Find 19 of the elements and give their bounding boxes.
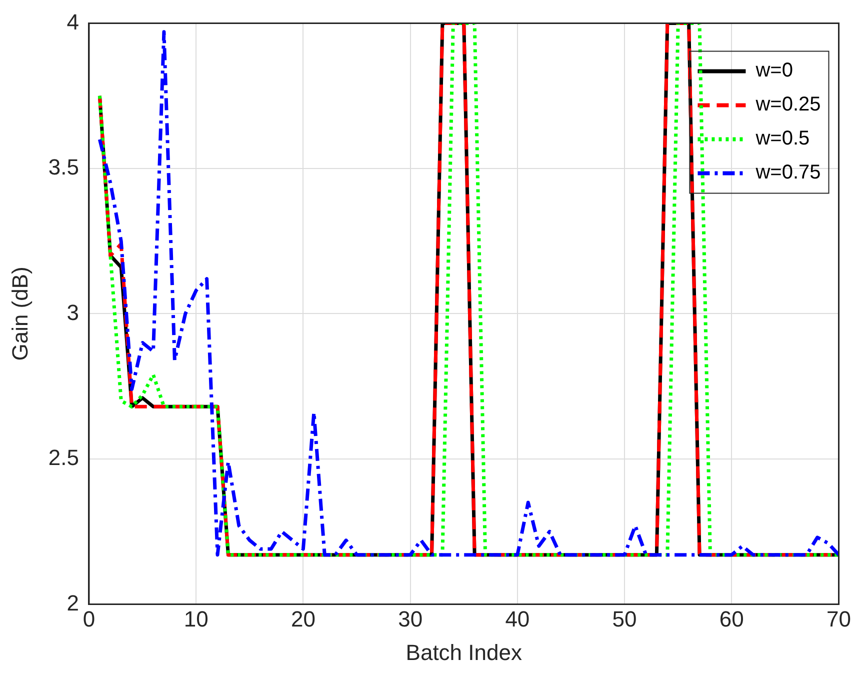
y-tick-label: 2 (66, 590, 79, 616)
x-tick-label: 70 (826, 606, 852, 632)
x-tick-label: 20 (290, 606, 316, 632)
legend-label: w=0.5 (754, 128, 810, 150)
legend-label: w=0.25 (754, 94, 821, 116)
x-tick-label: 10 (184, 606, 208, 632)
legend-label: w=0.75 (754, 162, 821, 184)
x-axis-title: Batch Index (406, 640, 522, 665)
x-tick-label: 0 (82, 606, 96, 632)
y-tick-label: 2.5 (48, 445, 79, 470)
y-axis-title: Gain (dB) (7, 266, 32, 361)
x-tick-label: 60 (719, 606, 744, 632)
y-tick-label: 3.5 (48, 154, 79, 180)
y-tick-label: 3 (66, 300, 79, 325)
x-tick-label: 40 (505, 606, 530, 632)
legend-label: w=0 (754, 60, 793, 82)
y-tick-label: 4 (66, 9, 79, 34)
x-tick-label: 30 (398, 606, 423, 632)
x-tick-label: 50 (612, 606, 637, 632)
